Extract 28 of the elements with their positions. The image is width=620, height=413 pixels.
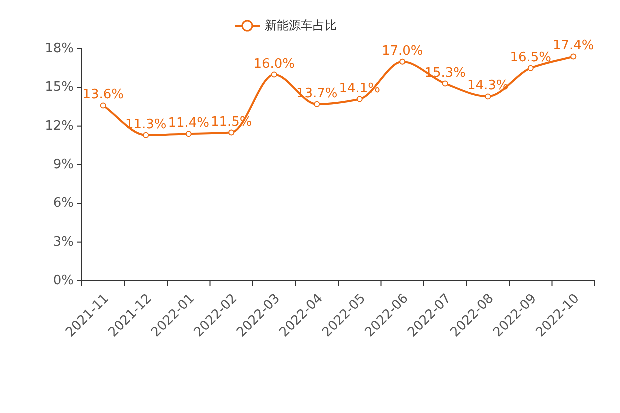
data-label: 17.0% [382, 44, 424, 59]
y-tick-label: 15% [45, 80, 74, 96]
point [356, 96, 363, 102]
point [228, 130, 235, 136]
y-tick-label: 3% [53, 234, 74, 250]
y-tick-label: 0% [53, 274, 74, 289]
point [528, 65, 534, 72]
data-label: 11.4% [168, 116, 210, 132]
point [442, 80, 448, 87]
point [400, 58, 406, 65]
point [485, 94, 492, 100]
y-tick-label: 9% [53, 158, 74, 173]
point [143, 132, 150, 138]
y-tick-label: 6% [53, 196, 74, 212]
point [570, 54, 577, 60]
data-label: 16.0% [254, 56, 296, 72]
data-label: 16.5% [510, 50, 552, 66]
y-tick-label: 18% [45, 42, 74, 57]
data-label: 14.3% [467, 78, 509, 94]
point [100, 102, 106, 109]
point [186, 131, 192, 138]
data-label: 13.6% [82, 88, 124, 103]
data-label: 17.4% [552, 38, 594, 54]
point [314, 101, 320, 108]
point [271, 72, 278, 78]
data-label: 11.3% [125, 117, 167, 132]
legend-label: 新能源车占比 [265, 18, 337, 32]
y-tick-label: 12% [45, 118, 74, 134]
